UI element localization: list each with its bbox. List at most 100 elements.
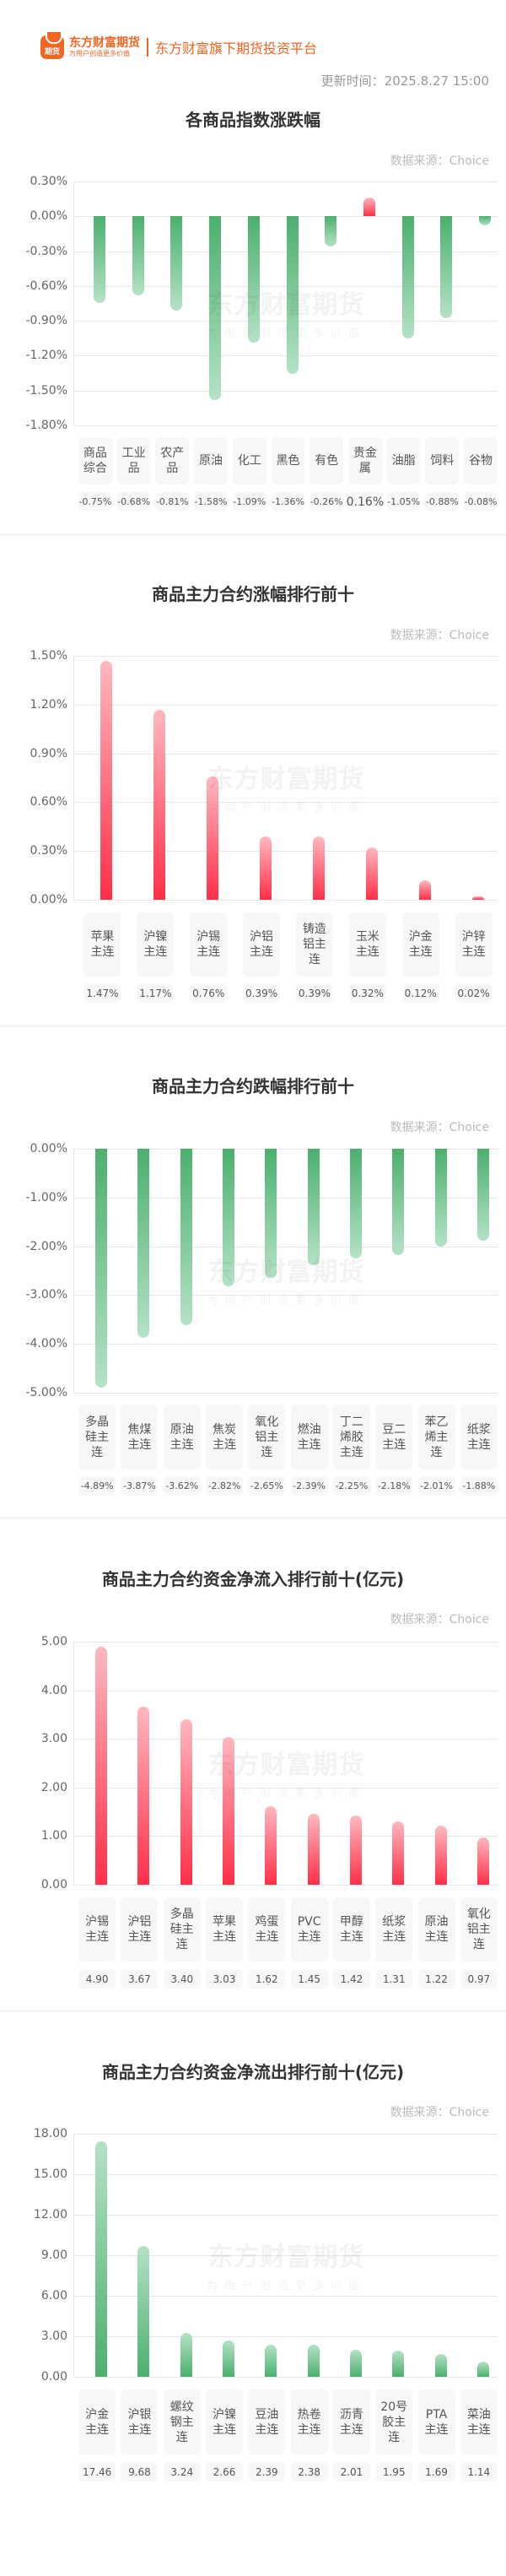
bar[interactable] xyxy=(286,216,299,375)
category-label: PVC主连 xyxy=(290,1897,328,1962)
category-label: 苹果主连 xyxy=(83,912,121,977)
value-labels: 1.47% 1.17% 0.76% 0.39% 0.39% 0.32% 0.12% 0.02% xyxy=(73,983,498,1003)
bar[interactable] xyxy=(401,216,414,338)
bar[interactable] xyxy=(471,896,484,900)
bar[interactable] xyxy=(265,2344,277,2377)
grid-line xyxy=(73,1197,498,1199)
category-label: 原油主连 xyxy=(417,1897,455,1962)
category-label: 菜油主连 xyxy=(460,2389,498,2454)
value-label: 1.45 xyxy=(290,1969,328,1989)
bar[interactable] xyxy=(434,2353,447,2377)
category-label: 铸造铝主连 xyxy=(295,912,333,977)
bar[interactable] xyxy=(137,1706,150,1885)
grid-line xyxy=(73,390,498,392)
category-label: 鸡蛋主连 xyxy=(248,1897,286,1962)
category-label: 焦炭主连 xyxy=(206,1404,244,1469)
y-axis-tick-label: -3.00% xyxy=(25,1288,67,1302)
data-source-label: 数据来源：Choice xyxy=(390,1121,489,1134)
data-source-label: 数据来源：Choice xyxy=(390,629,489,642)
bar[interactable] xyxy=(95,1149,108,1388)
bar[interactable] xyxy=(223,1149,235,1286)
grid-line xyxy=(73,802,498,804)
bar[interactable] xyxy=(476,1837,489,1885)
value-label: -3.87% xyxy=(121,1476,159,1496)
bar[interactable] xyxy=(180,1149,192,1326)
bar[interactable] xyxy=(418,879,431,900)
bar[interactable] xyxy=(223,1737,235,1885)
y-axis-tick-label: -0.30% xyxy=(25,244,67,258)
bar[interactable] xyxy=(479,216,492,226)
bar[interactable] xyxy=(349,1149,362,1259)
bar[interactable] xyxy=(476,2361,489,2377)
value-label: -0.75% xyxy=(78,492,112,511)
section-title: 商品主力合约跌幅排行前十 xyxy=(152,1076,354,1096)
y-axis-tick-label: -1.80% xyxy=(25,419,67,432)
bar[interactable] xyxy=(93,216,105,304)
bar[interactable] xyxy=(100,660,113,900)
value-label: 9.68 xyxy=(121,2462,159,2481)
bar[interactable] xyxy=(476,1149,489,1241)
bar[interactable] xyxy=(95,2140,108,2377)
value-label: 2.66 xyxy=(206,2462,244,2481)
bar[interactable] xyxy=(392,1149,405,1255)
bar[interactable] xyxy=(392,2350,405,2377)
y-axis-tick-label: 1.50% xyxy=(30,649,67,663)
bar[interactable] xyxy=(307,1149,320,1266)
bar[interactable] xyxy=(223,2341,235,2377)
bar[interactable] xyxy=(312,836,325,900)
bar[interactable] xyxy=(349,1816,362,1885)
bar[interactable] xyxy=(260,836,272,900)
bar[interactable] xyxy=(434,1825,447,1885)
bar[interactable] xyxy=(153,709,166,900)
bar[interactable] xyxy=(180,1719,192,1885)
bar[interactable] xyxy=(95,1646,108,1885)
bar[interactable] xyxy=(137,2246,150,2377)
value-label: 1.31 xyxy=(375,1969,413,1989)
value-label: 1.14 xyxy=(460,2462,498,2481)
bar[interactable] xyxy=(365,847,378,900)
y-axis-tick-label: -2.00% xyxy=(25,1239,67,1253)
value-label: 1.69 xyxy=(417,2462,455,2481)
bar[interactable] xyxy=(137,1149,150,1338)
bar[interactable] xyxy=(349,2349,362,2377)
bar[interactable] xyxy=(434,1149,447,1247)
bar[interactable] xyxy=(265,1149,277,1279)
category-label: 豆油主连 xyxy=(248,2389,286,2454)
y-axis-tick-label: -5.00% xyxy=(25,1386,67,1399)
value-label: -0.68% xyxy=(116,492,151,511)
grid-line xyxy=(73,216,498,218)
value-label: -0.08% xyxy=(464,492,498,511)
bar[interactable] xyxy=(132,216,144,295)
bar[interactable] xyxy=(363,198,375,217)
category-label: 原油 xyxy=(194,437,228,484)
y-axis-tick-label: 0.00 xyxy=(40,2370,67,2384)
category-label: 工业品 xyxy=(116,437,151,484)
bar[interactable] xyxy=(207,776,219,900)
y-axis-tick-label: -0.90% xyxy=(25,314,67,328)
grid-line xyxy=(73,1885,498,1886)
bar[interactable] xyxy=(180,2333,192,2377)
bar[interactable] xyxy=(247,216,260,344)
y-axis-tick-label: -1.00% xyxy=(25,1190,67,1204)
value-label: 3.40 xyxy=(163,1969,201,1989)
bar[interactable] xyxy=(307,2344,320,2377)
y-axis-tick-label: 3.00 xyxy=(40,2330,67,2343)
bar[interactable] xyxy=(265,1805,277,1885)
value-label: 3.24 xyxy=(163,2462,201,2481)
bar[interactable] xyxy=(170,216,183,311)
section-divider xyxy=(0,1517,506,1519)
bar[interactable] xyxy=(325,216,337,247)
bar[interactable] xyxy=(440,216,453,319)
bar[interactable] xyxy=(392,1821,405,1885)
y-axis-tick-label: 0.00% xyxy=(30,1142,67,1155)
bar[interactable] xyxy=(209,216,222,400)
y-axis-tick-label: 15.00 xyxy=(33,2167,67,2181)
grid-line xyxy=(73,1295,498,1296)
y-axis-line xyxy=(73,1149,74,1393)
grid-line xyxy=(73,2255,498,2256)
bar[interactable] xyxy=(307,1814,320,1885)
category-label: 原油主连 xyxy=(163,1404,201,1469)
category-label: 沪银主连 xyxy=(121,2389,159,2454)
category-label: 沥青主连 xyxy=(332,2389,370,2454)
value-label: -1.09% xyxy=(232,492,266,511)
